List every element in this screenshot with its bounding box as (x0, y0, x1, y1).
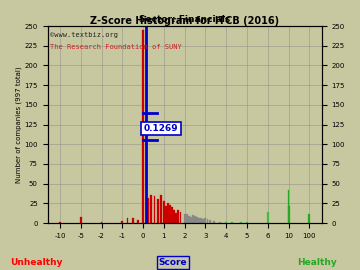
Bar (59, 222, 61, 223)
Bar (132, 218, 134, 223)
Bar (288, 190, 289, 223)
Bar (204, 218, 206, 223)
Bar (200, 218, 202, 223)
Bar (169, 205, 171, 223)
Bar (309, 214, 310, 223)
Bar (188, 216, 190, 223)
Bar (121, 221, 123, 223)
Bar (177, 211, 179, 223)
Bar (184, 214, 185, 223)
Bar (165, 206, 167, 223)
Bar (173, 210, 175, 223)
Bar (267, 212, 269, 223)
Bar (127, 218, 129, 223)
Bar (231, 222, 233, 223)
Bar (80, 217, 82, 223)
Bar (240, 222, 242, 223)
Bar (225, 221, 227, 223)
Text: Unhealthy: Unhealthy (10, 258, 62, 267)
Bar (167, 203, 169, 223)
Bar (100, 221, 103, 223)
Bar (190, 217, 192, 223)
Text: Healthy: Healthy (297, 258, 337, 267)
Text: Score: Score (158, 258, 187, 267)
Y-axis label: Number of companies (997 total): Number of companies (997 total) (15, 66, 22, 183)
Bar (150, 195, 152, 223)
Bar (288, 206, 289, 223)
Bar (202, 219, 204, 223)
Bar (180, 212, 181, 223)
Bar (186, 214, 188, 223)
Bar (137, 220, 139, 223)
Bar (219, 221, 221, 223)
Text: The Research Foundation of SUNY: The Research Foundation of SUNY (50, 44, 182, 50)
Bar (209, 220, 211, 223)
Text: 0.1269: 0.1269 (144, 124, 178, 133)
Bar (154, 196, 156, 223)
Bar (163, 201, 165, 223)
Bar (147, 198, 149, 223)
Text: Sector: Financials: Sector: Financials (139, 15, 230, 24)
Bar (171, 207, 173, 223)
Title: Z-Score Histogram for ITCB (2016): Z-Score Histogram for ITCB (2016) (90, 16, 279, 26)
Bar (196, 217, 198, 223)
Bar (194, 216, 196, 223)
Text: ©www.textbiz.org: ©www.textbiz.org (50, 32, 118, 38)
Bar (207, 219, 208, 223)
Bar (192, 215, 194, 223)
Bar (175, 213, 177, 223)
Bar (157, 200, 158, 223)
Bar (160, 195, 162, 223)
Bar (246, 221, 248, 223)
Bar (198, 218, 200, 223)
Bar (142, 30, 144, 223)
Bar (213, 221, 215, 223)
